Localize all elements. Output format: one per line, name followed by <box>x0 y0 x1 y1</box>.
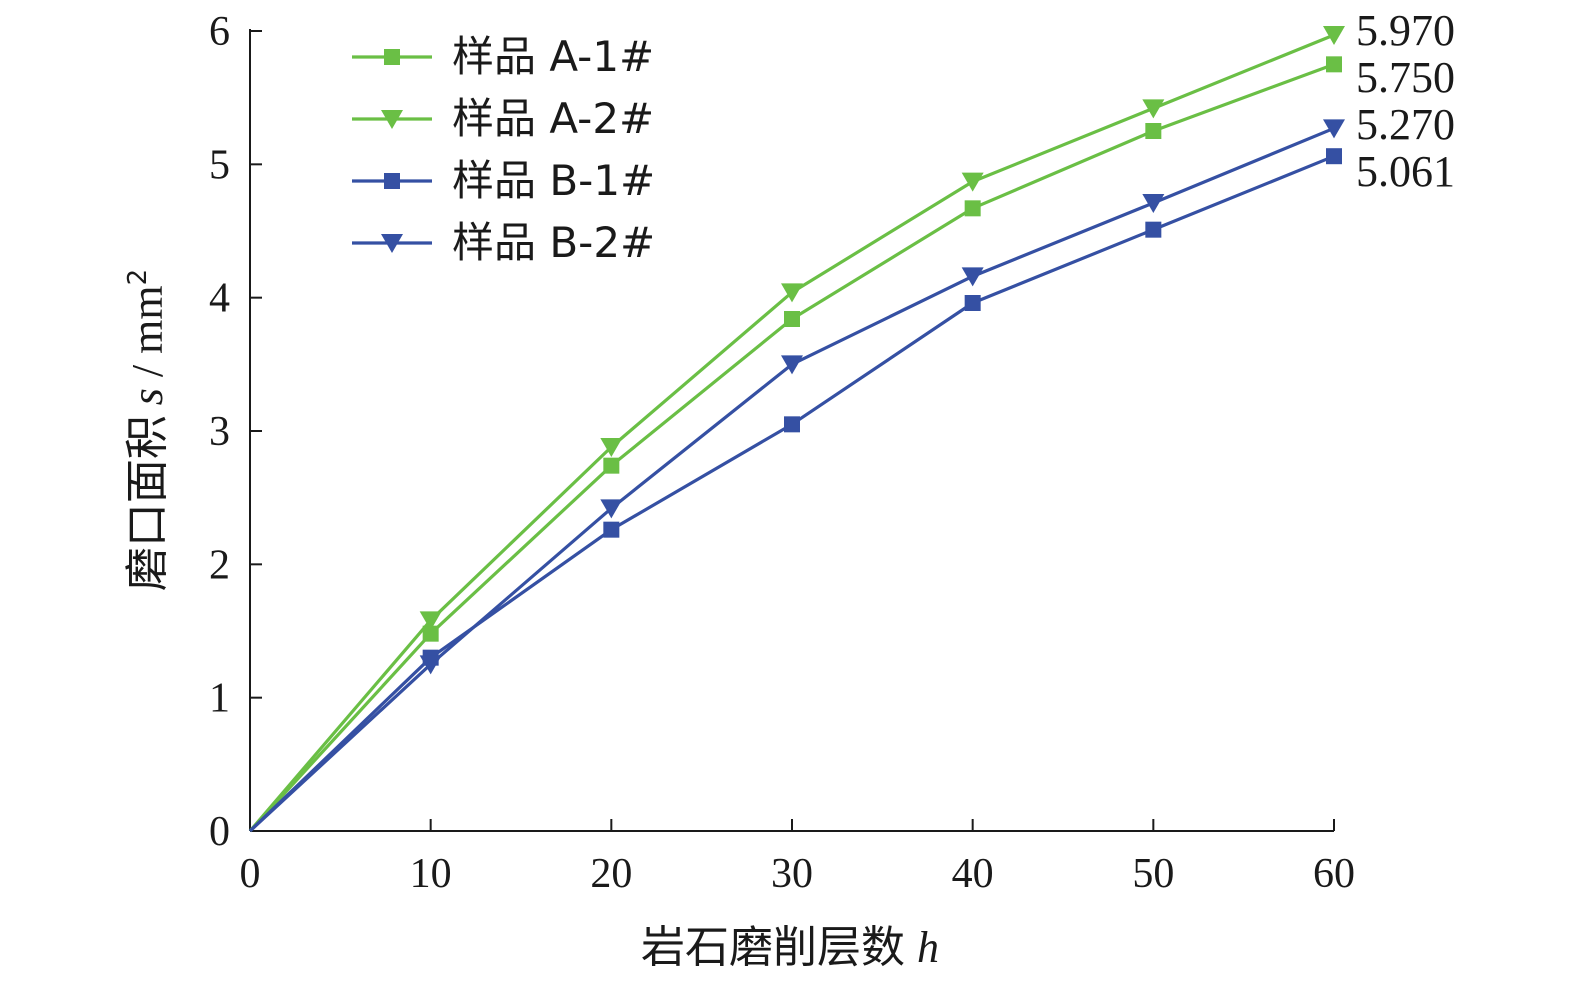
y-tick-label: 4 <box>209 276 230 322</box>
legend-item: 样品 A-1# <box>352 32 654 81</box>
x-tick-label: 50 <box>1132 851 1174 897</box>
series-line <box>248 33 1335 833</box>
y-tick-label: 2 <box>209 542 230 588</box>
data-point <box>784 311 800 327</box>
series-line <box>248 62 1335 833</box>
legend-item: 样品 B-1# <box>352 156 655 205</box>
x-axis-title: 岩石磨削层数 h <box>641 922 939 973</box>
data-point <box>781 283 803 303</box>
y-axis-title: 磨口面积s / mm2 <box>122 269 173 591</box>
data-point <box>1326 148 1342 165</box>
series-line <box>248 126 1335 833</box>
data-point <box>419 611 442 631</box>
series-1 <box>248 56 1342 833</box>
y-tick-label: 3 <box>209 409 230 455</box>
axis-titles: 岩石磨削层数 h 磨口面积s / mm2 <box>122 269 939 973</box>
legend-swatch-marker <box>384 49 400 65</box>
y-tick-label: 0 <box>209 809 230 855</box>
legend-label: 样品 B-2# <box>452 218 655 267</box>
x-tick-label: 20 <box>590 851 632 897</box>
data-point <box>781 355 803 375</box>
data-point <box>1145 221 1162 238</box>
data-point <box>1323 26 1345 45</box>
data-point <box>1323 119 1345 139</box>
data-point <box>1326 56 1342 73</box>
legend-label: 样品 A-1# <box>452 32 654 81</box>
data-point <box>603 457 620 474</box>
legend: 样品 A-1# 样品 A-2# 样品 B-1# 样品 B-2# <box>352 32 655 267</box>
data-point <box>964 200 981 217</box>
x-tick-label: 0 <box>240 851 261 897</box>
x-tick-label: 40 <box>952 851 994 897</box>
series-4 <box>248 119 1345 833</box>
legend-label: 样品 B-1# <box>452 156 655 205</box>
data-point <box>422 625 439 642</box>
legend-swatch-marker <box>384 173 400 189</box>
data-point <box>419 655 442 675</box>
legend-swatch-marker <box>381 234 403 253</box>
y-tick-label: 5 <box>209 142 230 188</box>
end-value-label: 5.750 <box>1356 53 1455 102</box>
data-point <box>1145 123 1162 139</box>
data-point <box>784 416 800 433</box>
x-tick-label: 60 <box>1313 851 1355 897</box>
data-point <box>603 521 620 538</box>
data-point <box>961 172 984 192</box>
data-point <box>961 267 984 287</box>
data-point <box>1142 194 1165 213</box>
legend-swatch-marker <box>381 110 403 129</box>
series-line <box>248 154 1335 833</box>
end-value-label: 5.970 <box>1356 6 1455 55</box>
y-tick-label: 1 <box>209 676 230 722</box>
legend-label: 样品 A-2# <box>452 94 654 143</box>
data-point <box>600 438 623 457</box>
y-tick-label: 6 <box>209 9 230 55</box>
series-layer <box>248 26 1345 833</box>
data-point <box>964 295 981 311</box>
legend-item: 样品 B-2# <box>352 218 655 267</box>
end-value-label: 5.270 <box>1356 100 1455 149</box>
x-tick-label: 10 <box>410 851 452 897</box>
x-tick-label: 30 <box>771 851 813 897</box>
legend-item: 样品 A-2# <box>352 94 654 143</box>
series-2 <box>248 26 1345 833</box>
data-point <box>1142 99 1165 119</box>
end-value-label: 5.061 <box>1356 147 1455 196</box>
data-point <box>600 499 623 519</box>
series-3 <box>248 148 1342 833</box>
